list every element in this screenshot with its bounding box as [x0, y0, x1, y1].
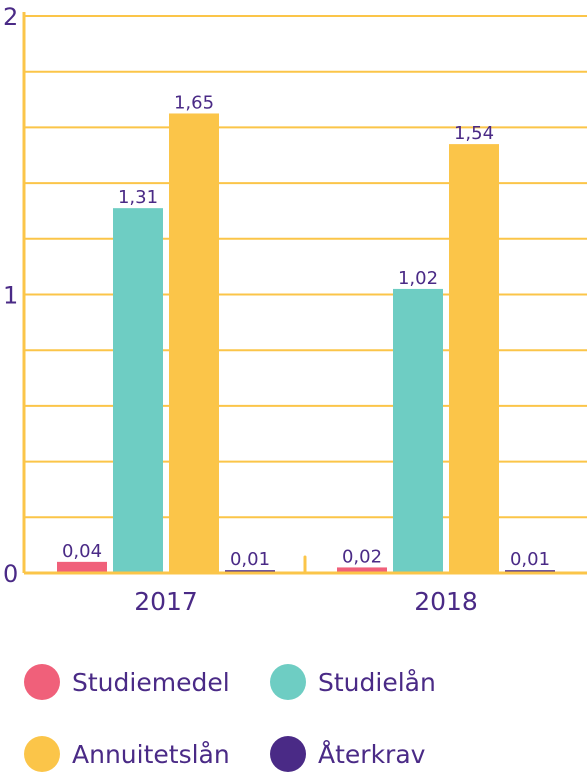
data-label: 0,02 — [342, 546, 382, 567]
legend-item-studielan: Studielån — [270, 664, 436, 700]
data-label: 0,04 — [62, 541, 102, 562]
legend-label: Studiemedel — [72, 667, 230, 697]
legend-label: Annuitetslån — [72, 739, 230, 769]
bar-annuitetslån — [449, 144, 499, 574]
y-tick-label: 1 — [3, 282, 18, 310]
y-tick-label: 2 — [3, 3, 18, 31]
data-label: 1,65 — [174, 92, 214, 113]
legend-item-annuitetslan: Annuitetslån — [24, 736, 230, 772]
data-label: 1,02 — [398, 268, 438, 289]
data-label: 0,01 — [510, 549, 550, 570]
bar-studielån — [393, 288, 443, 573]
x-tick-label: 2018 — [414, 587, 478, 616]
data-label: 1,31 — [118, 187, 158, 208]
y-tick-label: 0 — [3, 560, 18, 588]
legend-item-aterkrav: Återkrav — [270, 736, 425, 772]
legend-swatch-studiemedel — [24, 664, 60, 700]
legend-label: Återkrav — [318, 739, 426, 769]
data-label: 0,01 — [230, 549, 270, 570]
bar-studiemedel — [57, 561, 107, 573]
bar-studielån — [113, 208, 163, 574]
legend-swatch-annuitetslan — [24, 736, 60, 772]
bar-studiemedel — [337, 567, 387, 573]
data-label: 1,54 — [454, 123, 494, 144]
legend-swatch-aterkrav — [270, 736, 306, 772]
legend-label: Studielån — [318, 667, 436, 697]
legend-item-studiemedel: Studiemedel — [24, 664, 230, 700]
legend-swatch-studielan — [270, 664, 306, 700]
bar-chart: 0 1 2 0,04 1,31 1,65 0,01 2017 0,02 1,02 1,54 0,01 2… — [3, 3, 587, 616]
bar-annuitetslån — [169, 113, 219, 573]
x-tick-label: 2017 — [134, 587, 198, 616]
legend: Studiemedel Studielån Annuitetslån Återk… — [0, 640, 587, 774]
